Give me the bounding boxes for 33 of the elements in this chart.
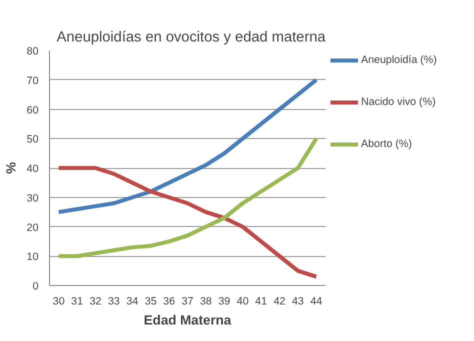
x-tick-label: 38	[200, 296, 212, 308]
line-series	[56, 136, 318, 258]
y-tick-label: 30	[26, 192, 39, 204]
y-tick-label: 80	[26, 46, 39, 58]
y-tick-label: 40	[26, 163, 39, 175]
legend-label: Nacido vivo (%)	[361, 96, 436, 108]
x-tick-label: 31	[71, 296, 84, 308]
line-series	[56, 166, 318, 279]
x-tick-label: 42	[274, 296, 286, 308]
y-tick-label: 10	[26, 251, 39, 264]
x-tick-label: 39	[218, 296, 230, 308]
y-tick-label: 60	[26, 104, 39, 116]
x-tick-label: 44	[310, 296, 322, 308]
x-tick-label: 34	[126, 296, 138, 308]
x-tick-label: 33	[108, 296, 120, 308]
line-series	[56, 78, 318, 214]
x-tick-label: 36	[163, 296, 176, 308]
x-tick-label: 40	[236, 296, 249, 308]
x-tick-label: 32	[90, 296, 102, 308]
y-tick-label: 50	[26, 134, 39, 146]
x-tick-label: 41	[255, 296, 268, 308]
legend-label: Aborto (%)	[361, 138, 412, 150]
chart-title: Aneuploidías en ovocitos y edad materna	[56, 30, 326, 46]
x-tick-label: 43	[292, 296, 304, 308]
x-tick-label: 30	[52, 296, 65, 308]
legend-label: Aneuploidía (%)	[361, 54, 437, 66]
y-tick-label: 70	[26, 74, 39, 87]
y-tick-label: 0	[32, 280, 39, 292]
x-tick-label: 35	[144, 296, 157, 308]
y-tick-label: 20	[26, 222, 39, 234]
x-tick-label: 37	[182, 296, 194, 308]
x-axis-title: Edad Materna	[144, 312, 232, 328]
y-axis-title: %	[4, 162, 19, 174]
